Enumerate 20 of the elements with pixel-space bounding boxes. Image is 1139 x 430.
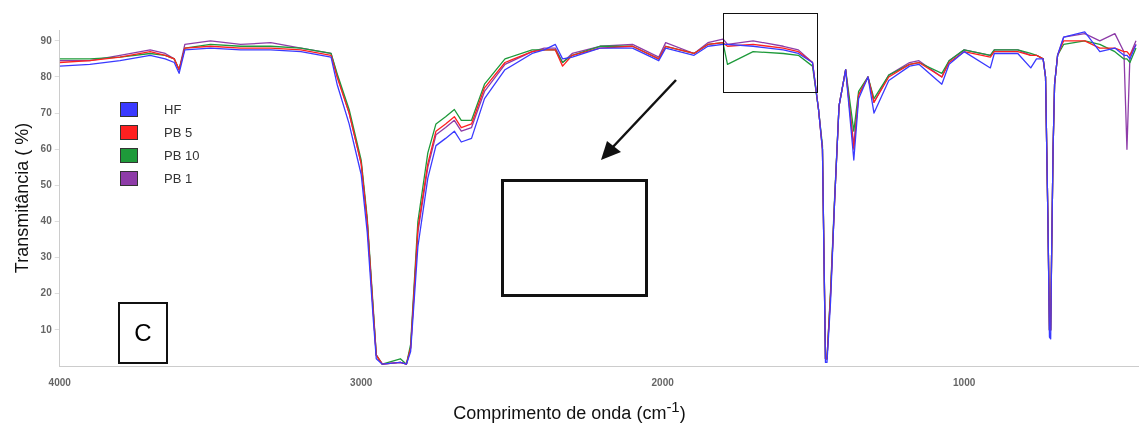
y-tick-label: 80 bbox=[40, 70, 53, 82]
y-tick-label: 30 bbox=[40, 251, 53, 263]
legend-label: PB 5 bbox=[164, 125, 193, 140]
x-tick-label: 4000 bbox=[48, 376, 72, 388]
legend-label: PB 10 bbox=[164, 148, 200, 163]
x-tick-label: 2000 bbox=[651, 376, 675, 388]
y-tick-label: 70 bbox=[40, 106, 53, 118]
annotation: C bbox=[118, 302, 168, 364]
y-tick-label: 50 bbox=[40, 179, 53, 191]
x-tick-label: 1000 bbox=[953, 376, 976, 388]
y-tick-label: 40 bbox=[40, 215, 53, 227]
x-axis-title: Comprimento de onda (cm$^{-1}$) bbox=[452, 398, 687, 424]
y-tick-label: 10 bbox=[40, 323, 53, 335]
y-tick-label: 60 bbox=[40, 142, 53, 154]
y-tick-label: 90 bbox=[40, 34, 53, 46]
legend-label: PB 1 bbox=[164, 171, 193, 186]
x-tick-label: 3000 bbox=[350, 376, 373, 388]
y-axis-title: Transmitância ( %) bbox=[11, 122, 32, 274]
legend-label: HF bbox=[164, 102, 182, 117]
y-tick-label: 20 bbox=[40, 287, 53, 299]
